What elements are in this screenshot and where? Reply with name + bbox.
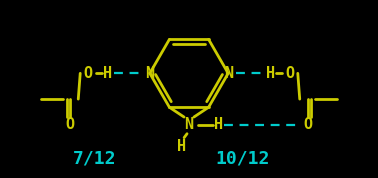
Text: H: H — [103, 66, 112, 81]
Text: O: O — [285, 66, 294, 81]
Text: N: N — [145, 66, 154, 81]
Text: O: O — [84, 66, 93, 81]
Text: N: N — [184, 117, 194, 132]
Text: H: H — [214, 117, 223, 132]
Text: 10/12: 10/12 — [215, 150, 270, 168]
Text: N: N — [224, 66, 233, 81]
Text: H: H — [177, 139, 186, 154]
Text: O: O — [66, 117, 75, 132]
Text: H: H — [266, 66, 275, 81]
Text: 7/12: 7/12 — [73, 150, 116, 168]
Text: O: O — [303, 117, 312, 132]
